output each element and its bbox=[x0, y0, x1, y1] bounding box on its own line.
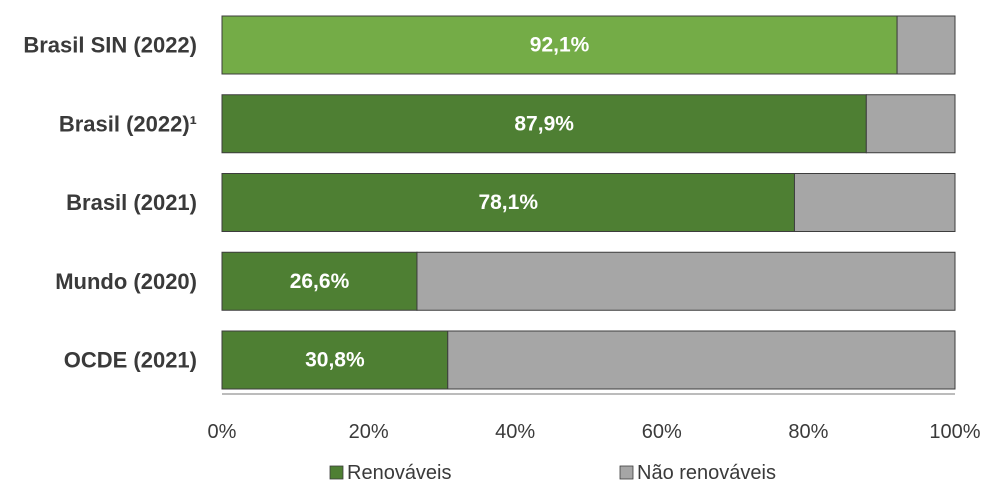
data-label-brasil-sin-2022: 92,1% bbox=[530, 34, 590, 57]
category-labels: Brasil SIN (2022) Brasil (2022)¹ Brasil (2… bbox=[23, 33, 197, 373]
bar-nao-renovaveis-brasil-sin-2022 bbox=[896, 15, 956, 75]
bar-renovaveis-ocde-2021 bbox=[221, 330, 449, 390]
bar-nao-renovaveis-brasil-2021 bbox=[793, 173, 956, 232]
category-label-brasil-2022: Brasil (2022)¹ bbox=[59, 111, 197, 136]
x-tick-label: 60% bbox=[642, 421, 682, 443]
bar-renovaveis-brasil-2021 bbox=[221, 173, 795, 232]
legend-label-nao-renovaveis: Não renováveis bbox=[637, 462, 776, 484]
bars bbox=[221, 15, 956, 390]
bar-nao-renovaveis-brasil-2022 bbox=[865, 94, 956, 154]
data-labels: 92,1% 87,9% 78,1% 26,6% 30,8% bbox=[290, 34, 590, 372]
x-tick-label: 80% bbox=[788, 421, 828, 443]
legend-swatch-nao-renovaveis bbox=[619, 465, 634, 480]
x-tick-label: 20% bbox=[349, 421, 389, 443]
legend-label-renovaveis: Renováveis bbox=[347, 462, 452, 484]
x-tick-label: 40% bbox=[495, 421, 535, 443]
category-label-brasil-2021: Brasil (2021) bbox=[66, 190, 197, 215]
legend-swatch-renovaveis bbox=[329, 465, 344, 480]
x-tick-label: 0% bbox=[208, 421, 237, 443]
data-label-mundo-2020: 26,6% bbox=[290, 270, 350, 293]
data-label-ocde-2021: 30,8% bbox=[305, 349, 365, 372]
category-label-brasil-sin-2022: Brasil SIN (2022) bbox=[23, 33, 197, 58]
bar-renovaveis-brasil-sin-2022 bbox=[221, 15, 898, 75]
bar-renovaveis-mundo-2020 bbox=[221, 251, 418, 311]
x-tick-label: 100% bbox=[929, 421, 980, 443]
data-label-brasil-2022: 87,9% bbox=[514, 112, 574, 135]
category-label-mundo-2020: Mundo (2020) bbox=[55, 269, 197, 294]
x-axis: 0% 20% 40% 60% 80% 100% bbox=[208, 393, 981, 443]
category-label-ocde-2021: OCDE (2021) bbox=[64, 348, 197, 373]
bar-renovaveis-brasil-2022 bbox=[221, 94, 867, 154]
bar-nao-renovaveis-mundo-2020 bbox=[416, 251, 956, 311]
data-label-brasil-2021: 78,1% bbox=[478, 191, 538, 214]
legend: Renováveis Não renováveis bbox=[329, 462, 776, 484]
bar-nao-renovaveis-ocde-2021 bbox=[447, 330, 956, 390]
